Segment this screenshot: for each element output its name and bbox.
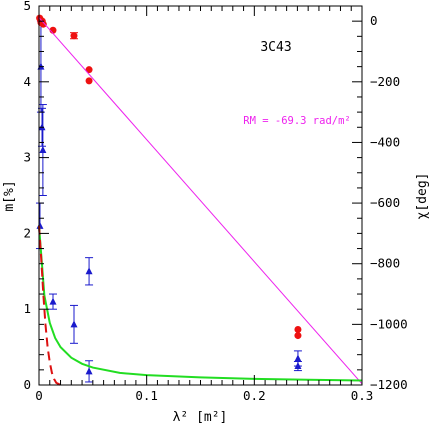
x-tick-label: 0 (35, 388, 43, 403)
series-layer (35, 14, 363, 386)
y-right-tick-label: −400 (370, 134, 400, 149)
x-tick-label: 0.3 (351, 388, 374, 403)
y-right-tick-label: −600 (370, 195, 400, 210)
y-left-tick-label: 5 (23, 0, 31, 13)
chart-title: 3C43 (260, 40, 291, 55)
circle-point (85, 66, 93, 74)
triangle-point (294, 362, 302, 370)
triangle-point (49, 297, 57, 305)
rm-annotation: RM = -69.3 rad/m² (243, 115, 350, 127)
x-axis-label: λ² [m²] (173, 410, 228, 425)
series-line-2 (38, 17, 363, 385)
circle-point (294, 326, 302, 334)
y-left-tick-label: 0 (23, 377, 31, 392)
circle-point (70, 32, 78, 40)
circle-point (85, 77, 93, 85)
y-left-tick-label: 4 (23, 74, 31, 89)
x-tick-label: 0.2 (243, 388, 266, 403)
y-left-tick-label: 3 (23, 150, 31, 165)
triangle-point (85, 267, 93, 275)
y-right-tick-label: −200 (370, 74, 400, 89)
series-line-3 (38, 225, 363, 382)
x-tick-label: 0.1 (135, 388, 158, 403)
circle-point (39, 20, 47, 28)
triangle-point (294, 354, 302, 362)
y-axis-right-label: χ[deg] (415, 173, 430, 220)
y-axis-left-label: m[%] (2, 180, 17, 211)
y-right-tick-label: 0 (370, 13, 378, 28)
y-right-tick-label: −800 (370, 256, 400, 271)
series-line-4 (38, 225, 62, 386)
triangle-point (85, 367, 93, 375)
triangle-point (70, 320, 78, 328)
y-right-tick-label: −1000 (370, 316, 408, 331)
y-left-tick-label: 2 (23, 225, 31, 240)
y-right-tick-label: −1200 (370, 377, 408, 392)
circle-point (294, 332, 302, 340)
triangle-point (39, 146, 47, 154)
y-left-tick-label: 1 (23, 301, 31, 316)
axis-layer: 0 0.1 0.2 0.3 0 1 2 3 4 5 0 −200 −400 −600 −800 −1000 −1… (23, 0, 407, 403)
